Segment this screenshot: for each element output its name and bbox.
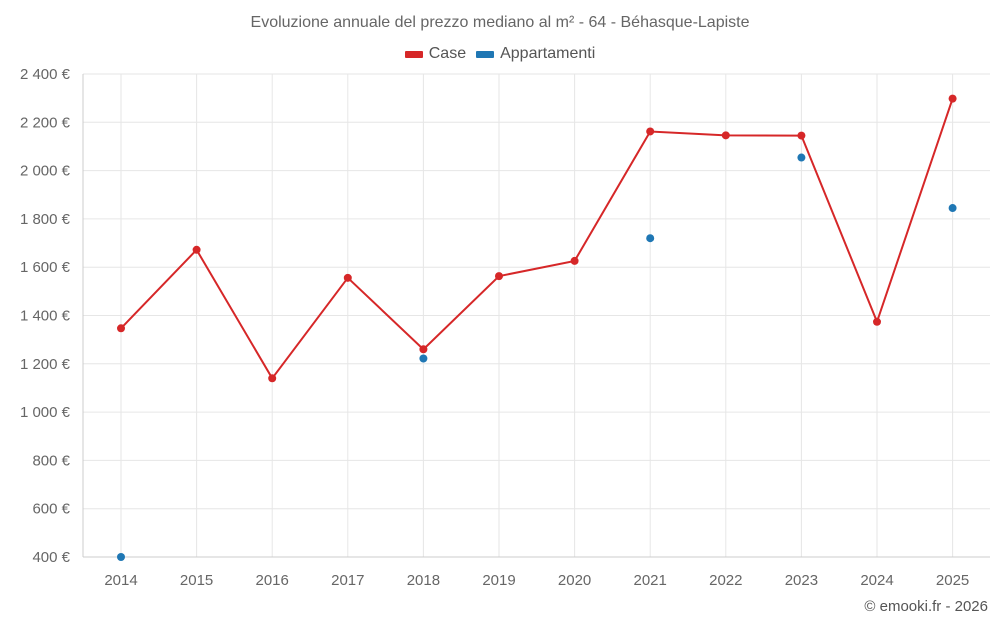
y-tick-label: 800 € (32, 452, 70, 469)
legend-item-case[interactable]: Case (404, 45, 467, 63)
data-point-case (948, 94, 957, 103)
data-point-case (646, 127, 655, 136)
data-point-case (570, 256, 579, 265)
data-point-appartamenti (797, 153, 806, 162)
series-line-case (120, 98, 954, 381)
x-tick-label: 2022 (709, 572, 742, 589)
data-point-case (797, 131, 806, 140)
data-point-appartamenti (419, 354, 428, 363)
x-tick-label: 2015 (180, 572, 213, 589)
y-tick-label: 1 200 € (20, 356, 71, 373)
data-point-case (419, 345, 428, 354)
legend-label-appartamenti: Appartamenti (500, 45, 596, 62)
y-tick-label: 600 € (32, 501, 70, 518)
x-tick-label: 2020 (558, 572, 591, 589)
legend-item-appartamenti[interactable]: Appartamenti (476, 45, 595, 63)
y-tick-label: 2 200 € (20, 114, 71, 131)
y-tick-label: 1 800 € (20, 211, 71, 228)
x-tick-label: 2021 (634, 572, 667, 589)
legend-swatch-appartamenti (476, 50, 495, 58)
y-tick-label: 1 400 € (20, 308, 71, 325)
legend-label-case: Case (428, 45, 467, 62)
chart-title: Evoluzione annuale del prezzo mediano al… (250, 14, 750, 31)
x-tick-label: 2018 (407, 572, 440, 589)
data-point-case (721, 131, 730, 140)
x-tick-label: 2016 (256, 572, 289, 589)
data-point-case (495, 272, 503, 281)
y-tick-label: 1 600 € (20, 259, 71, 276)
y-tick-label: 2 000 € (20, 163, 71, 180)
x-tick-label: 2017 (331, 572, 364, 589)
credit-text: © emooki.fr - 2026 (864, 598, 988, 615)
y-tick-label: 400 € (32, 549, 70, 566)
legend-swatch-case (404, 50, 423, 58)
x-tick-label: 2023 (785, 572, 818, 589)
data-point-case (873, 317, 881, 326)
x-tick-label: 2025 (936, 572, 969, 589)
x-tick-label: 2019 (482, 572, 515, 589)
x-tick-label: 2024 (860, 572, 893, 589)
data-point-case (192, 245, 201, 254)
data-point-case (117, 324, 125, 333)
data-point-appartamenti (646, 234, 655, 243)
data-point-case (343, 273, 352, 282)
x-tick-label: 2014 (104, 572, 137, 589)
data-point-appartamenti (948, 204, 957, 213)
y-tick-label: 1 000 € (20, 404, 71, 421)
y-tick-label: 2 400 € (20, 66, 71, 83)
chart-legend: Case Appartamenti (0, 45, 1000, 63)
data-point-appartamenti (117, 553, 125, 561)
data-point-case (268, 374, 277, 383)
